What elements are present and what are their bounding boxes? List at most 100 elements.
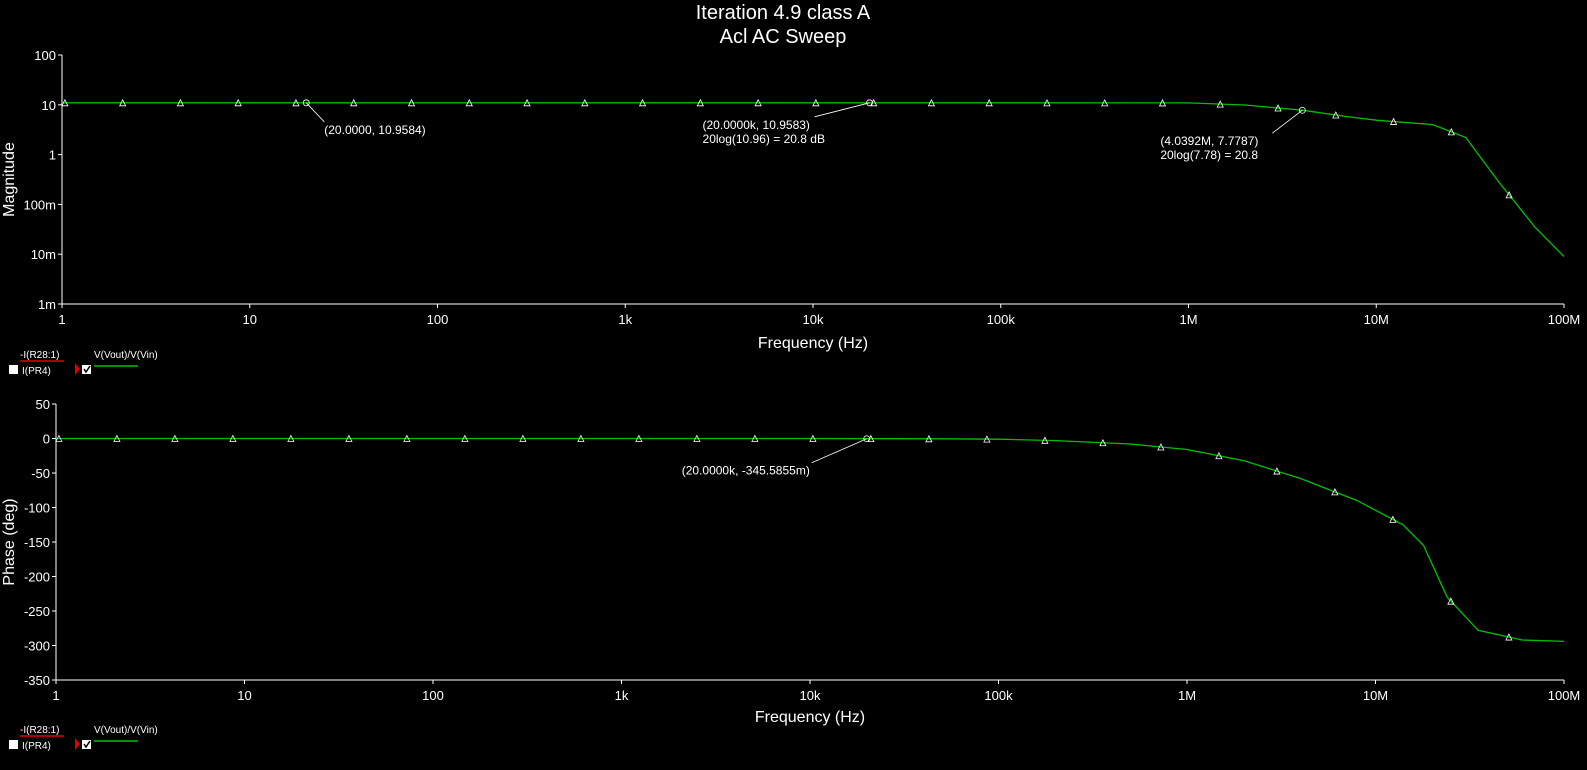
legend-checkbox[interactable]	[82, 740, 91, 749]
phase-point-marker	[983, 435, 991, 443]
magnitude-x-tick-label: 100k	[987, 312, 1016, 327]
phase-point-marker	[577, 434, 585, 442]
magnitude-x-axis-label: Frequency (Hz)	[758, 335, 868, 352]
phase-y-tick-label: 0	[43, 432, 50, 447]
magnitude-plot: 1 10 100 1k 10k 100k 1M 10M 100M 1m 10m 100m 1 10 100 F…	[1, 48, 1580, 352]
phase-point-marker	[1389, 515, 1397, 523]
phase-point-marker	[171, 434, 179, 442]
legend-marker	[75, 738, 80, 750]
phase-x-tick-label: 100M	[1548, 688, 1581, 703]
phase-y-tick-label: -350	[24, 673, 50, 688]
magnitude-point-marker	[638, 98, 647, 107]
phase-point-marker	[1099, 438, 1107, 447]
legend-label: V(Vout)/V(Vin)	[94, 725, 158, 736]
magnitude-annotation-leader	[305, 102, 325, 123]
magnitude-x-tick-label: 10k	[803, 312, 824, 327]
phase-x-tick-label: 100k	[984, 688, 1013, 703]
magnitude-annotation-text: 20log(10.96) = 20.8 dB	[703, 132, 825, 146]
magnitude-point-marker	[1216, 100, 1224, 108]
magnitude-point-marker	[1447, 127, 1455, 136]
legend-checkbox[interactable]	[82, 365, 91, 374]
phase-series-line	[56, 437, 1565, 643]
phase-point-marker	[287, 434, 295, 442]
phase-legend: -I(R28:1) I(PR4) V(Vout)/V(Vin)	[9, 725, 158, 752]
magnitude-point-marker	[119, 98, 127, 107]
phase-point-marker	[519, 434, 527, 442]
magnitude-point-marker	[523, 98, 531, 107]
magnitude-point-marker	[1043, 98, 1051, 107]
magnitude-annotation-text: (20.0000, 10.9584)	[324, 123, 425, 137]
phase-y-axis-label: Phase (deg)	[1, 498, 18, 585]
phase-point-marker	[229, 434, 237, 442]
magnitude-annotation-leader	[814, 102, 870, 118]
magnitude-point-marker	[1101, 98, 1109, 107]
checkmark-icon	[83, 365, 91, 374]
plots-group: 1 10 100 1k 10k 100k 1M 10M 100M1m10m100m110100F…	[1, 48, 1580, 726]
phase-point-marker	[403, 434, 411, 442]
phase-plot: 1 10 100 1k 10k 100k 1M 10M 100M 50 0 -50 -100 -150 -2…	[1, 397, 1580, 726]
phase-point-marker	[1041, 436, 1049, 444]
phase-x-tick-label: 1	[52, 688, 59, 703]
magnitude-annotation-marker	[1298, 106, 1306, 114]
magnitude-annotation-text: 20log(7.78) = 20.8	[1160, 148, 1258, 162]
phase-y-tick-label: 50	[36, 397, 50, 412]
magnitude-point-marker	[1332, 111, 1340, 119]
phase-point-marker	[693, 434, 701, 442]
magnitude-point-marker	[1505, 191, 1513, 199]
magnitude-annotation-leader	[1272, 109, 1303, 134]
phase-point-marker	[1273, 467, 1281, 475]
magnitude-point-marker	[350, 98, 358, 107]
chart-title-line1: Iteration 4.9 class A	[696, 2, 871, 24]
checkmark-icon	[83, 740, 91, 749]
magnitude-point-marker	[234, 98, 242, 107]
legends-group: -I(R28:1) I(PR4) V(Vout)/V(Vin) -I(R28:1) I(…	[9, 350, 158, 752]
phase-point-marker	[635, 434, 643, 442]
phase-y-tick-label: -150	[24, 535, 50, 550]
magnitude-point-marker	[176, 98, 185, 107]
phase-x-tick-label: 1k	[615, 688, 629, 703]
legend-label: I(PR4)	[22, 741, 51, 752]
phase-x-tick-label: 1M	[1178, 688, 1196, 703]
phase-point-marker	[925, 434, 933, 443]
phase-annotation-leader	[811, 438, 867, 464]
phase-y-tick-label: -200	[24, 570, 50, 585]
magnitude-point-marker	[1274, 104, 1282, 112]
phase-point-marker	[1215, 451, 1223, 460]
magnitude-y-tick-label: 10	[42, 98, 56, 113]
legend-checkbox[interactable]	[9, 740, 18, 749]
magnitude-annotation-text: (4.0392M, 7.7787)	[1160, 134, 1258, 148]
magnitude-y-tick-label: 100	[34, 48, 56, 63]
magnitude-point-marker	[927, 98, 936, 107]
magnitude-point-marker	[985, 98, 993, 107]
phase-point-marker	[1447, 597, 1455, 605]
phase-y-tick-label: -100	[24, 501, 50, 516]
phase-x-tick-label: 10	[237, 688, 251, 703]
magnitude-x-tick-label: 10M	[1364, 312, 1389, 327]
phase-x-tick-label: 100	[422, 688, 444, 703]
magnitude-x-tick-label: 1M	[1179, 312, 1197, 327]
legend-checkbox[interactable]	[9, 365, 18, 374]
magnitude-y-tick-label: 1m	[38, 297, 56, 312]
magnitude-point-marker	[812, 98, 820, 107]
phase-annotation-marker	[863, 435, 871, 443]
magnitude-annotation-text: (20.0000k, 10.9583)	[703, 118, 810, 132]
phase-point-marker	[461, 434, 469, 442]
phase-x-tick-label: 10k	[800, 688, 821, 703]
magnitude-x-tick-label: 10	[243, 312, 257, 327]
magnitude-series-line	[62, 102, 1565, 257]
phase-point-marker	[55, 434, 63, 442]
magnitude-x-tick-label: 1k	[618, 312, 632, 327]
phase-annotation-text: (20.0000k, -345.5855m)	[682, 464, 810, 478]
phase-point-marker	[345, 434, 353, 442]
legend-label: V(Vout)/V(Vin)	[94, 350, 158, 361]
chart-title-line2: Acl AC Sweep	[720, 26, 847, 48]
phase-point-marker	[1157, 443, 1165, 451]
magnitude-annotation-marker	[866, 99, 873, 107]
magnitude-point-marker	[465, 98, 473, 107]
magnitude-point-marker	[581, 98, 589, 107]
phase-y-tick-label: -300	[24, 639, 50, 654]
phase-y-tick-label: -250	[24, 604, 50, 619]
phase-point-marker	[113, 434, 121, 442]
phase-point-marker	[751, 434, 759, 442]
